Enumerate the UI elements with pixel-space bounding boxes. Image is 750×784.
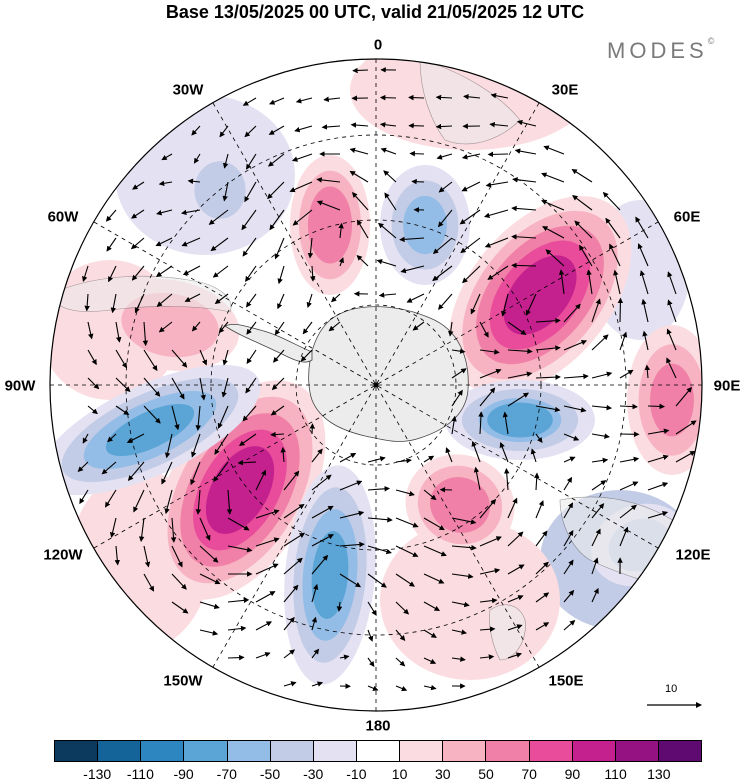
reference-vector: 10 <box>645 683 705 713</box>
wind-vector <box>353 70 368 71</box>
colorbar-tick-labels: -130 -110 -90 -70 -50 -30 -10 10 30 50 70 90 110 130 <box>0 766 750 784</box>
colorbar-tick-label: -70 <box>217 766 237 782</box>
colorbar-tick-label: -30 <box>303 766 323 782</box>
lon-label-90e: 90E <box>714 378 741 395</box>
lon-label-120e: 120E <box>675 547 710 564</box>
wind-vector <box>381 98 396 99</box>
wind-vector <box>620 299 621 322</box>
anomaly-contour <box>650 364 694 437</box>
lon-label-30w: 30W <box>173 82 204 99</box>
colorbar-cell <box>98 741 141 761</box>
colorbar <box>54 740 702 762</box>
colorbar-cell <box>530 741 573 761</box>
wind-vector <box>489 154 509 155</box>
wind-vector <box>312 424 313 434</box>
colorbar-cell <box>573 741 616 761</box>
colorbar-tick-label: -50 <box>260 766 280 782</box>
lon-label-30e: 30E <box>552 82 579 99</box>
wind-vector <box>412 181 424 182</box>
wind-vector <box>228 657 244 658</box>
lon-label-90w: 90W <box>5 378 36 395</box>
colorbar-tick-label: 30 <box>435 766 451 782</box>
colorbar-cell <box>486 741 529 761</box>
colorbar-cell <box>357 741 400 761</box>
lon-label-60w: 60W <box>48 209 79 226</box>
wind-vector <box>410 154 424 155</box>
colorbar-cell <box>616 741 659 761</box>
wind-vector <box>409 97 424 98</box>
colorbar-cell <box>659 741 701 761</box>
lon-label-120w: 120W <box>43 547 82 564</box>
lon-label-0: 0 <box>374 37 382 54</box>
colorbar-tick-label: -110 <box>127 766 154 782</box>
lon-label-180: 180 <box>365 718 390 735</box>
colorbar-tick-label: 130 <box>647 766 670 782</box>
colorbar-cell <box>443 741 486 761</box>
colorbar-cell <box>55 741 98 761</box>
colorbar-tick-label: 90 <box>565 766 581 782</box>
colorbar-tick-label: -90 <box>173 766 193 782</box>
colorbar-cell <box>271 741 314 761</box>
wind-vector <box>648 406 664 407</box>
colorbar-tick-label: 50 <box>478 766 494 782</box>
colorbar-cell <box>228 741 271 761</box>
anomaly-contour <box>313 194 348 255</box>
negative-anomaly-center <box>380 165 470 285</box>
lon-label-60e: 60E <box>674 209 701 226</box>
wind-vector <box>512 265 536 266</box>
colorbar-tick-label: -10 <box>346 766 366 782</box>
south-pole-marker <box>374 383 379 388</box>
colorbar-tick-label: 10 <box>392 766 408 782</box>
positive-anomaly-center <box>627 325 717 475</box>
colorbar-tick-label: 110 <box>604 766 626 782</box>
colorbar-cell <box>184 741 227 761</box>
colorbar-cell <box>400 741 443 761</box>
colorbar-cell <box>141 741 184 761</box>
colorbar-tick-label: -130 <box>83 766 111 782</box>
lon-label-150w: 150W <box>163 673 202 690</box>
lon-label-150e: 150E <box>548 673 583 690</box>
colorbar-tick-label: 70 <box>521 766 537 782</box>
antarctica-landmass <box>309 307 469 442</box>
colorbar-cell <box>314 741 357 761</box>
